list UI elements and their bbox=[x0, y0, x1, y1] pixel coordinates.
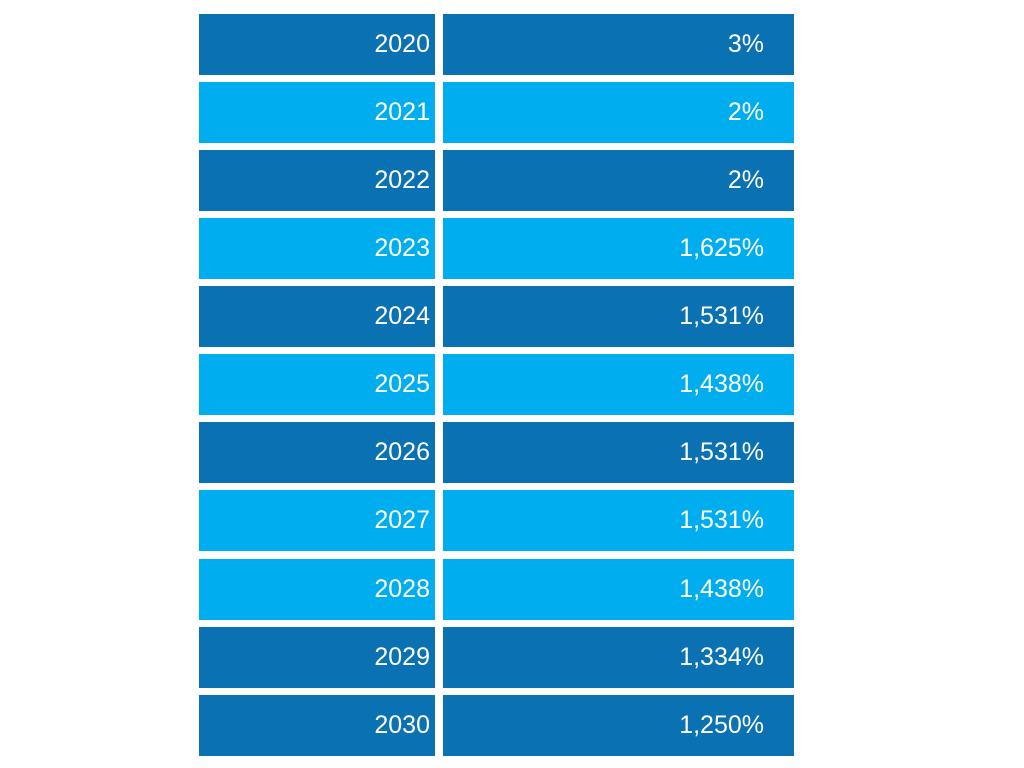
table-row: 2029 1,334% bbox=[199, 627, 794, 688]
table-row: 2024 1,531% bbox=[199, 286, 794, 347]
value-bar: 1,250% bbox=[443, 695, 794, 756]
table-row: 2020 3% bbox=[199, 14, 794, 75]
value-bar: 1,625% bbox=[443, 218, 794, 279]
year-bar: 2023 bbox=[199, 218, 435, 279]
year-bar: 2030 bbox=[199, 695, 435, 756]
table-row: 2023 1,625% bbox=[199, 218, 794, 279]
value-bar: 3% bbox=[443, 14, 794, 75]
value-label: 1,438% bbox=[679, 575, 764, 603]
year-label: 2022 bbox=[374, 166, 430, 194]
table-row: 2028 1,438% bbox=[199, 559, 794, 620]
table-row: 2030 1,250% bbox=[199, 695, 794, 756]
year-value-bar-table: 2020 3% 2021 2% 2022 2% 2023 1,625% 2024… bbox=[199, 14, 794, 763]
value-bar: 1,334% bbox=[443, 627, 794, 688]
value-label: 2% bbox=[727, 98, 764, 126]
year-label: 2025 bbox=[374, 370, 430, 398]
table-row: 2027 1,531% bbox=[199, 490, 794, 551]
value-bar: 1,531% bbox=[443, 490, 794, 551]
value-bar: 2% bbox=[443, 150, 794, 211]
value-bar: 1,438% bbox=[443, 354, 794, 415]
year-label: 2029 bbox=[374, 643, 430, 671]
year-label: 2021 bbox=[374, 98, 430, 126]
table-row: 2021 2% bbox=[199, 82, 794, 143]
table-row: 2026 1,531% bbox=[199, 422, 794, 483]
year-bar: 2027 bbox=[199, 490, 435, 551]
value-bar: 1,438% bbox=[443, 559, 794, 620]
value-bar: 2% bbox=[443, 82, 794, 143]
value-label: 1,625% bbox=[679, 234, 764, 262]
value-label: 1,531% bbox=[679, 506, 764, 534]
year-label: 2030 bbox=[374, 711, 430, 739]
value-bar: 1,531% bbox=[443, 286, 794, 347]
year-label: 2026 bbox=[374, 438, 430, 466]
year-label: 2020 bbox=[374, 30, 430, 58]
year-bar: 2021 bbox=[199, 82, 435, 143]
value-label: 1,438% bbox=[679, 370, 764, 398]
table-row: 2022 2% bbox=[199, 150, 794, 211]
year-label: 2024 bbox=[374, 302, 430, 330]
value-label: 1,334% bbox=[679, 643, 764, 671]
year-label: 2023 bbox=[374, 234, 430, 262]
year-bar: 2022 bbox=[199, 150, 435, 211]
value-label: 3% bbox=[727, 30, 764, 58]
year-bar: 2020 bbox=[199, 14, 435, 75]
year-label: 2027 bbox=[374, 506, 430, 534]
year-bar: 2028 bbox=[199, 559, 435, 620]
year-bar: 2029 bbox=[199, 627, 435, 688]
value-label: 2% bbox=[727, 166, 764, 194]
value-bar: 1,531% bbox=[443, 422, 794, 483]
table-row: 2025 1,438% bbox=[199, 354, 794, 415]
value-label: 1,531% bbox=[679, 438, 764, 466]
value-label: 1,531% bbox=[679, 302, 764, 330]
year-bar: 2025 bbox=[199, 354, 435, 415]
year-bar: 2026 bbox=[199, 422, 435, 483]
year-bar: 2024 bbox=[199, 286, 435, 347]
value-label: 1,250% bbox=[679, 711, 764, 739]
year-label: 2028 bbox=[374, 575, 430, 603]
